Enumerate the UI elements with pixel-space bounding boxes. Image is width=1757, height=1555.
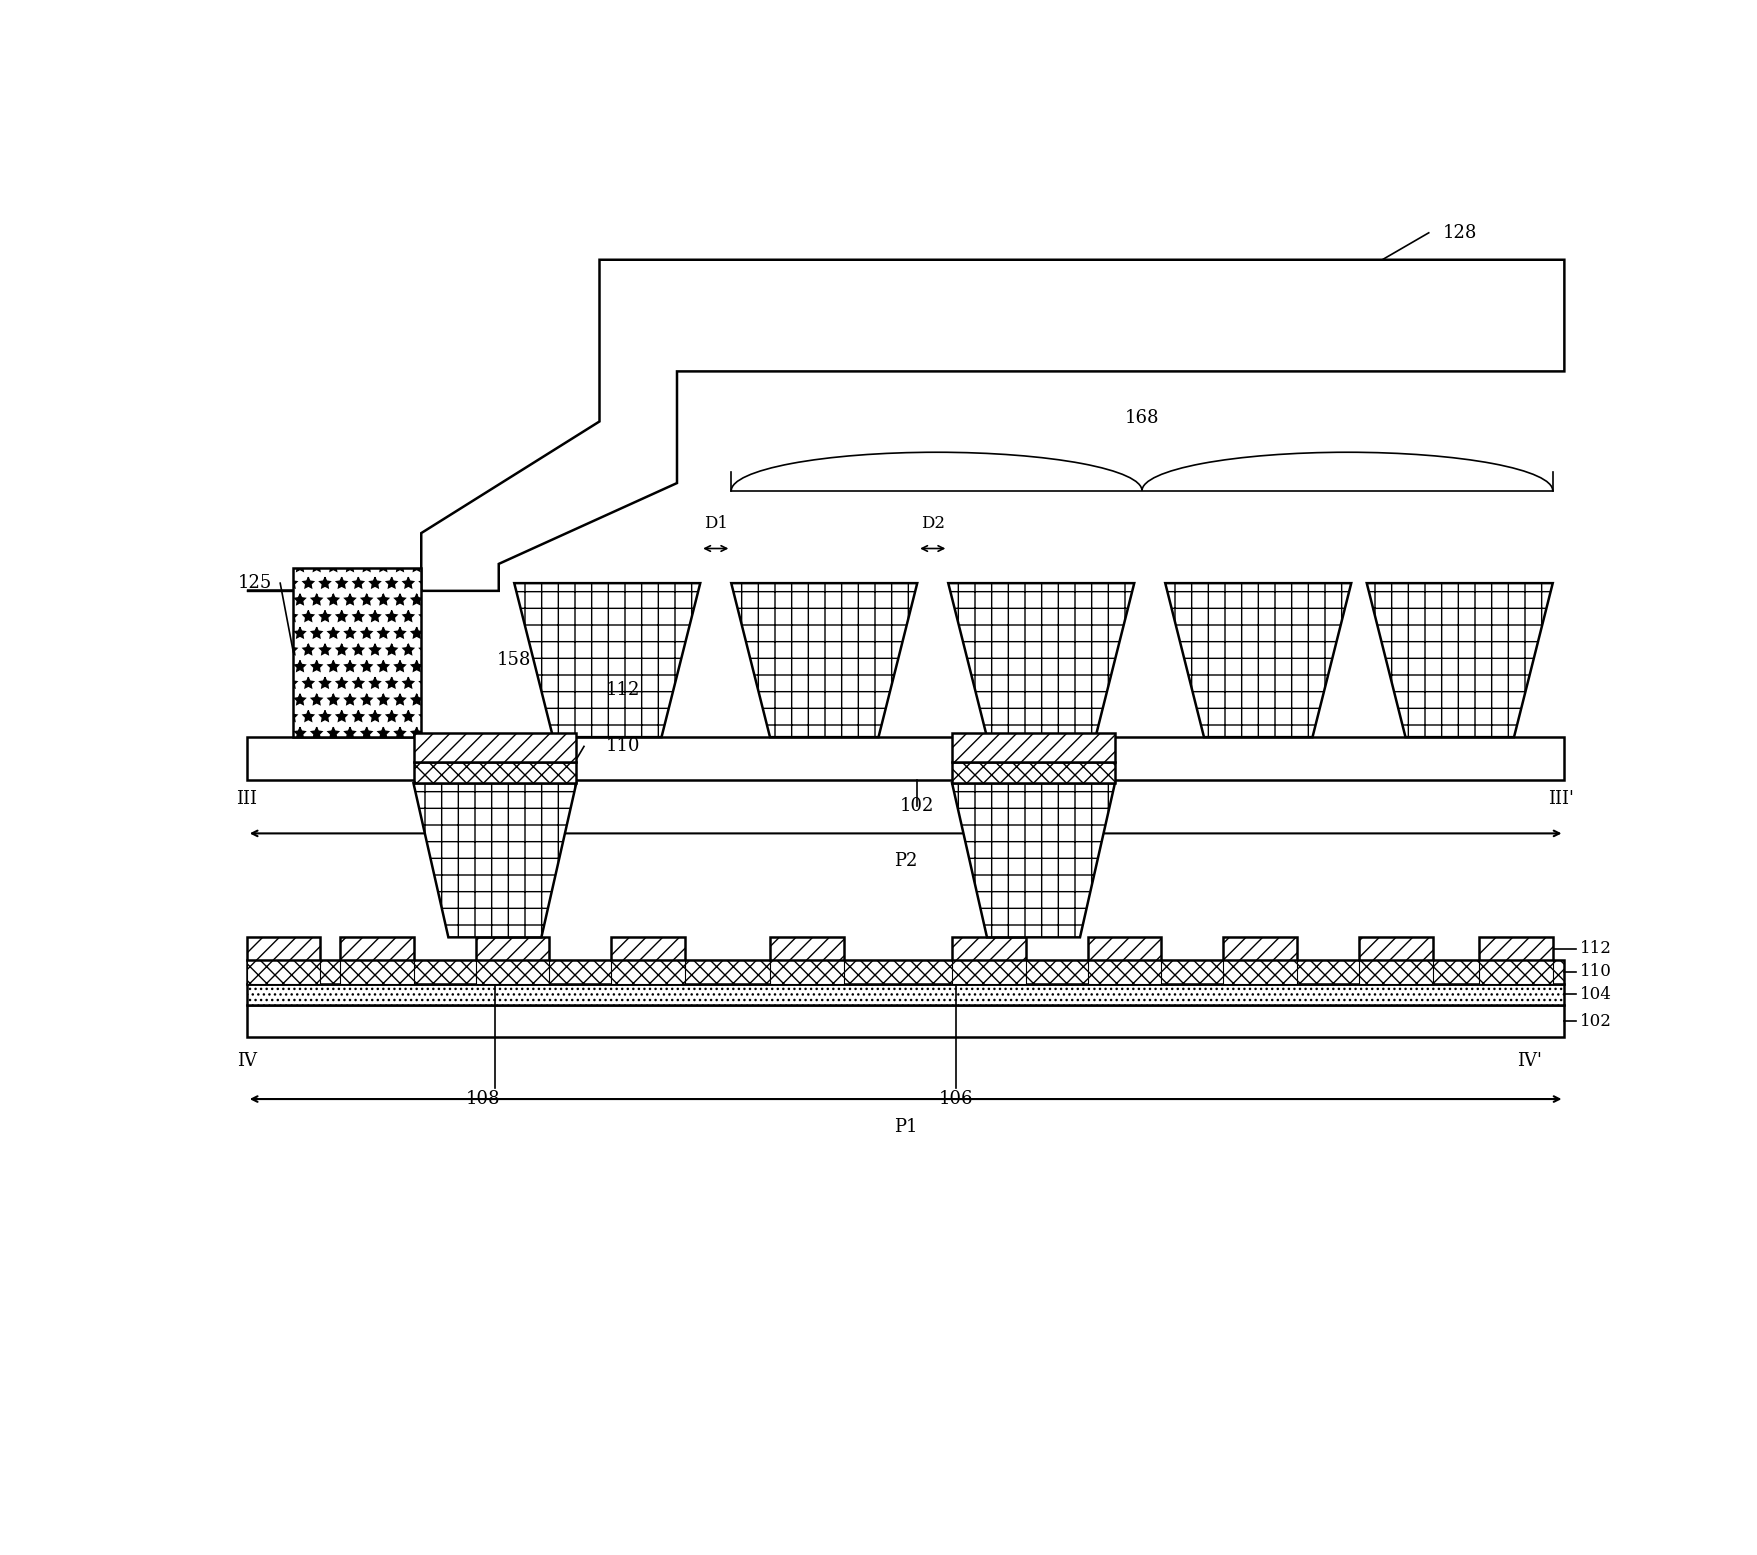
Polygon shape [246, 959, 320, 984]
Text: 102: 102 [900, 798, 935, 815]
Polygon shape [611, 938, 685, 961]
Polygon shape [952, 784, 1114, 938]
Polygon shape [952, 938, 1024, 961]
Polygon shape [515, 583, 699, 737]
Polygon shape [1165, 583, 1351, 737]
Polygon shape [246, 737, 1564, 779]
Polygon shape [246, 1005, 1564, 1037]
Polygon shape [246, 984, 1564, 1005]
Polygon shape [947, 583, 1133, 737]
Polygon shape [1223, 959, 1297, 984]
Polygon shape [1478, 959, 1551, 984]
Polygon shape [1223, 938, 1297, 961]
Polygon shape [1478, 938, 1551, 961]
Polygon shape [246, 260, 1564, 591]
Polygon shape [952, 959, 1024, 984]
Polygon shape [474, 959, 548, 984]
Text: D2: D2 [921, 515, 944, 532]
Polygon shape [1358, 959, 1432, 984]
Polygon shape [474, 938, 548, 961]
Polygon shape [1365, 583, 1551, 737]
Text: 125: 125 [237, 574, 272, 592]
Polygon shape [339, 938, 413, 961]
Text: IV: IV [237, 1051, 257, 1070]
Text: III': III' [1546, 790, 1573, 807]
Polygon shape [952, 762, 1114, 784]
Text: 110: 110 [604, 737, 640, 756]
Polygon shape [293, 568, 422, 737]
Text: 112: 112 [1580, 941, 1611, 958]
Polygon shape [413, 732, 576, 762]
Polygon shape [611, 959, 685, 984]
Polygon shape [246, 961, 1564, 984]
Text: IV': IV' [1516, 1051, 1541, 1070]
Polygon shape [770, 959, 843, 984]
Text: P2: P2 [893, 852, 917, 871]
Text: III: III [235, 790, 257, 807]
Text: 112: 112 [604, 681, 640, 700]
Polygon shape [770, 938, 843, 961]
Polygon shape [413, 784, 576, 938]
Text: 102: 102 [1580, 1012, 1611, 1029]
Polygon shape [1088, 959, 1161, 984]
Text: 108: 108 [466, 1090, 501, 1109]
Text: 158: 158 [497, 652, 531, 669]
Polygon shape [413, 762, 576, 784]
Polygon shape [1358, 938, 1432, 961]
Text: D1: D1 [703, 515, 727, 532]
Polygon shape [339, 959, 413, 984]
Text: P1: P1 [893, 1118, 917, 1135]
Polygon shape [1088, 938, 1161, 961]
Text: 128: 128 [1442, 224, 1476, 241]
Text: 110: 110 [1580, 964, 1611, 981]
Polygon shape [246, 938, 320, 961]
Text: 104: 104 [1580, 986, 1611, 1003]
Polygon shape [731, 583, 917, 737]
Text: 168: 168 [1124, 409, 1158, 426]
Text: 106: 106 [938, 1090, 973, 1109]
Polygon shape [952, 732, 1114, 762]
